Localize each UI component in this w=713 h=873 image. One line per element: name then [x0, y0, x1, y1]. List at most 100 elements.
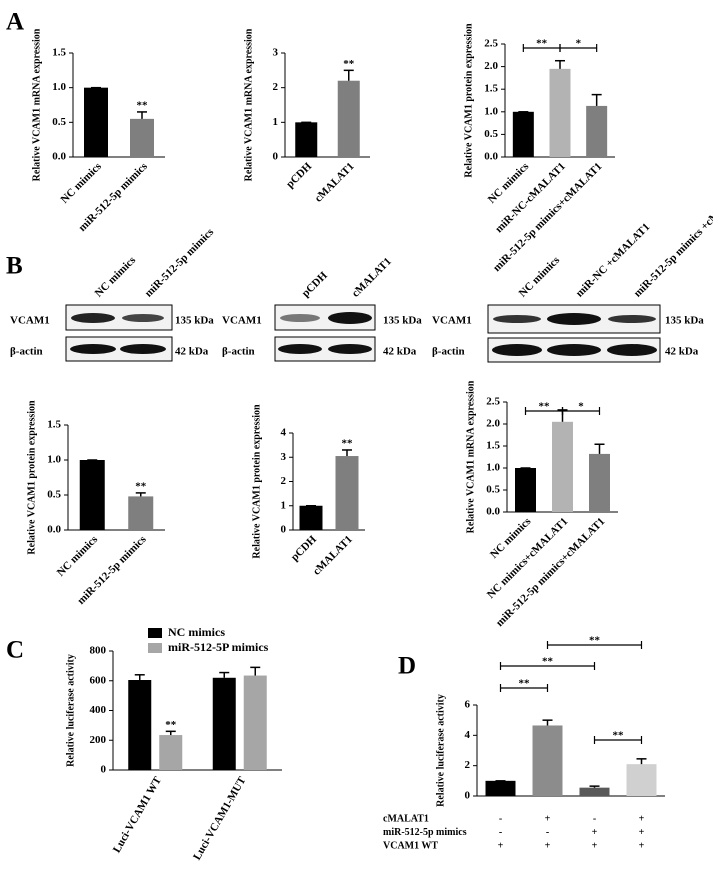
y-tick-label: 1.0 [47, 454, 61, 466]
significance-label: ** [137, 99, 149, 111]
y-axis-label: Relative VCAM1 mRNA expression [465, 380, 476, 533]
significance-label: ** [165, 719, 177, 731]
bar [295, 122, 318, 157]
blot-column-label: miR-512-5p mimics +cMALAT1 [632, 184, 713, 300]
bar [299, 505, 323, 530]
legend-label: miR-512-5P mimics [168, 640, 269, 654]
blot-row-label: VCAM1 [432, 315, 472, 327]
bar [589, 453, 610, 512]
significance-label: ** [135, 480, 147, 492]
bar [532, 725, 563, 796]
bar [337, 80, 360, 157]
bar [586, 105, 608, 157]
y-tick-label: 1.0 [52, 81, 66, 93]
bar [549, 68, 571, 157]
bar [579, 787, 610, 796]
legend-swatch [148, 628, 162, 638]
x-tick-label: miR-NC-cMALAT1 [493, 160, 568, 235]
bar [79, 460, 105, 530]
y-tick-label: 600 [90, 674, 107, 686]
blot-size-label: 135 kDa [665, 315, 704, 327]
y-tick-label: 1.5 [486, 440, 500, 452]
y-tick-label: 0.0 [484, 151, 498, 163]
condition-mark: + [639, 827, 645, 838]
y-axis-label: Relative luciferase activity [65, 654, 76, 767]
condition-mark: + [639, 813, 645, 824]
y-tick-label: 1.0 [486, 462, 500, 474]
blot-row-label: β-actin [10, 346, 43, 358]
bar [515, 468, 536, 512]
y-tick-label: 2.0 [484, 60, 498, 72]
y-tick-label: 2 [281, 475, 287, 487]
blot-column-label: miR-512-5p mimics [143, 226, 217, 300]
x-tick-label: pCDH [284, 160, 314, 190]
bar [212, 677, 236, 770]
x-tick-label: NC mimics [55, 533, 101, 579]
y-tick-label: 0.5 [486, 484, 500, 496]
y-axis-label: Relative VCAM1 mRNA expression [31, 28, 42, 181]
blot-column-label: NC mimics [517, 254, 563, 300]
blot-column-label: cMALAT1 [350, 255, 394, 299]
bar [128, 496, 154, 530]
condition-label: cMALAT1 [383, 813, 429, 824]
bar [159, 735, 183, 770]
y-tick-label: 6 [465, 699, 471, 711]
bar [84, 87, 108, 157]
condition-mark: + [545, 840, 551, 851]
y-tick-label: 1 [281, 499, 287, 511]
y-tick-label: 2 [465, 759, 471, 771]
bar [485, 780, 516, 796]
condition-mark: - [499, 813, 502, 824]
condition-mark: + [545, 813, 551, 824]
y-tick-label: 0.0 [47, 524, 61, 536]
legend-label: NC mimics [168, 625, 225, 639]
y-tick-label: 800 [90, 645, 107, 657]
y-tick-label: 3 [273, 47, 279, 59]
y-tick-label: 0.0 [486, 506, 500, 518]
x-tick-label: cMALAT1 [312, 160, 356, 204]
bar [552, 421, 573, 512]
y-tick-label: 4 [281, 427, 287, 439]
condition-mark: + [639, 840, 645, 851]
significance-label: ** [542, 656, 554, 668]
blot-column-label: pCDH [300, 269, 330, 299]
panel-label: A [6, 9, 24, 36]
bar [130, 118, 154, 157]
y-tick-label: 3 [281, 451, 287, 463]
legend-swatch [148, 643, 162, 653]
y-axis-label: Relative VCAM1 mRNA expression [243, 28, 254, 181]
bar [128, 680, 152, 770]
significance-label: ** [539, 401, 551, 413]
significance-label: ** [536, 38, 548, 50]
y-tick-label: 1 [273, 116, 279, 128]
x-tick-label: Luci-VCAM1-MUT [191, 774, 249, 862]
blot-size-label: 42 kDa [665, 346, 699, 358]
y-tick-label: 200 [90, 734, 107, 746]
y-tick-label: 1.5 [52, 47, 66, 59]
y-tick-label: 2 [273, 81, 279, 93]
condition-label: VCAM1 WT [383, 840, 438, 851]
y-tick-label: 2.5 [486, 396, 500, 408]
panel-label: D [398, 653, 416, 680]
y-tick-label: 1.5 [47, 419, 61, 431]
blot-row-label: β-actin [222, 346, 255, 358]
y-tick-label: 0.5 [47, 489, 61, 501]
y-tick-label: 1.5 [484, 83, 498, 95]
blot-size-label: 135 kDa [175, 315, 214, 327]
blot-images [65, 304, 661, 363]
blot-size-label: 135 kDa [383, 315, 422, 327]
x-tick-label: Luci-VCAM1 WT [111, 774, 165, 855]
condition-mark: + [592, 827, 598, 838]
significance-label: ** [519, 678, 531, 690]
y-tick-label: 400 [90, 704, 107, 716]
y-tick-label: 0 [273, 151, 279, 163]
x-tick-label: pCDH [289, 533, 319, 563]
x-tick-label: NC mimics [58, 160, 104, 206]
blot-row-label: β-actin [432, 346, 465, 358]
condition-mark: - [499, 827, 502, 838]
y-tick-label: 4 [465, 729, 471, 741]
condition-mark: - [546, 827, 549, 838]
significance-label: * [576, 38, 582, 50]
y-axis-label: Relative VCAM1 protein expression [251, 404, 262, 559]
